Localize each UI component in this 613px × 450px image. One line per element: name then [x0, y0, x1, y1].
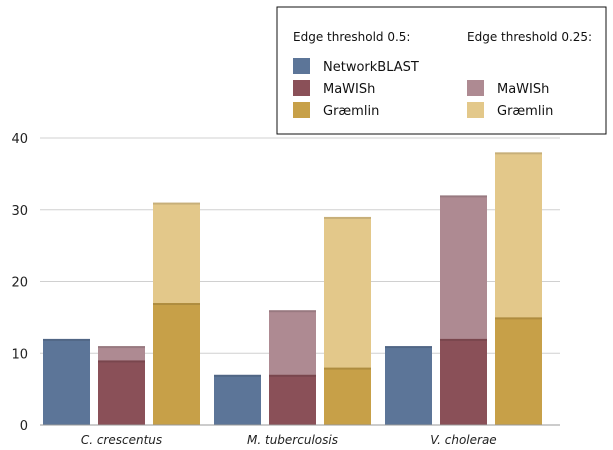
bar-top-edge — [495, 152, 542, 155]
legend-label: Græmlin — [323, 104, 379, 119]
bar-top-edge — [324, 367, 371, 370]
legend-label: Græmlin — [497, 104, 553, 119]
legend: Edge threshold 0.5: Edge threshold 0.25:… — [276, 6, 607, 135]
bar-top-edge — [440, 338, 487, 341]
bar-top-edge — [495, 317, 542, 320]
x-category-label: V. cholerae — [430, 433, 496, 447]
legend-swatch — [467, 80, 484, 96]
bar-top-edge — [153, 202, 200, 205]
bar — [43, 338, 90, 425]
bar — [324, 367, 371, 425]
y-axis-ticks: 0 10 20 30 40 — [11, 132, 28, 434]
bar-top-edge — [214, 374, 261, 377]
bar-top-edge — [269, 374, 316, 377]
legend-swatch — [293, 102, 310, 118]
y-tick-label: 30 — [11, 204, 28, 219]
legend-swatch — [293, 80, 310, 96]
bar — [495, 317, 542, 425]
bar-top-edge — [324, 216, 371, 219]
bar — [153, 303, 200, 425]
legend-label: MaWISh — [323, 82, 375, 97]
bar-top-edge — [385, 346, 432, 349]
bar — [440, 338, 487, 425]
legend-swatch — [293, 58, 310, 74]
x-category-label: M. tuberculosis — [247, 433, 338, 447]
bar — [385, 346, 432, 425]
x-category-label: C. crescentus — [81, 433, 162, 447]
x-axis-categories: C. crescentus M. tuberculosis V. cholera… — [81, 433, 497, 447]
y-tick-label: 40 — [11, 132, 28, 147]
bar — [98, 360, 145, 425]
legend-group-heading: Edge threshold 0.25: — [467, 30, 592, 44]
y-tick-label: 10 — [11, 347, 28, 362]
legend-box — [276, 6, 607, 135]
bar-top-edge — [153, 303, 200, 306]
y-tick-label: 20 — [11, 276, 28, 291]
legend-label: NetworkBLAST — [323, 60, 419, 75]
bar-top-edge — [269, 310, 316, 313]
y-tick-label: 0 — [20, 419, 28, 434]
legend-swatch — [467, 102, 484, 118]
bar-top-edge — [43, 338, 90, 341]
legend-label: MaWISh — [497, 82, 549, 97]
bar-top-edge — [440, 195, 487, 198]
bar-top-edge — [98, 360, 145, 363]
legend-group-heading: Edge threshold 0.5: — [293, 30, 410, 44]
bar — [269, 374, 316, 425]
bars — [43, 152, 542, 425]
bar-top-edge — [98, 346, 145, 349]
bar — [214, 374, 261, 425]
